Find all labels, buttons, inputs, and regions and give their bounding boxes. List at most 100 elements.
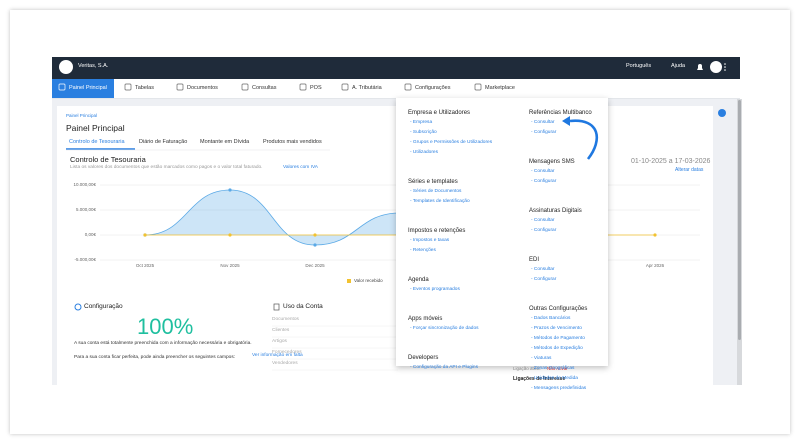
nav-icon [176, 83, 184, 91]
menu-group-title: Impostos e retenções [408, 228, 466, 234]
page-tab[interactable]: Produtos mais vendidos [263, 139, 322, 145]
scroll-thumb[interactable] [738, 100, 741, 340]
y-tick-label: 10.000,00€ [73, 182, 96, 187]
menu-item[interactable]: - Zonas Geográficas [531, 366, 575, 371]
menu-item[interactable]: - Eventos programados [410, 287, 460, 292]
status-value[interactable]: Não Ativar [547, 366, 568, 371]
menu-item[interactable]: - Viaturas [531, 356, 552, 361]
x-tick-label: Apr 2026 [646, 263, 665, 268]
top-bar [52, 57, 740, 79]
status-label: Ligação ativa: [513, 366, 541, 371]
menu-item[interactable]: - Empresa [410, 120, 433, 125]
change-dates[interactable]: Alterar datas [675, 167, 704, 173]
completion-percent: 100% [137, 314, 194, 339]
series-line [144, 189, 401, 246]
menu-item[interactable]: - Dados Bancários [531, 316, 571, 321]
menu-item[interactable]: - Consultar [531, 218, 555, 223]
date-range: 01-10-2025 a 17-03-2026 [631, 158, 711, 165]
menu-item[interactable]: - Retenções [410, 248, 436, 253]
menu-item[interactable]: - Métodos de Pagamento [531, 336, 585, 341]
nav-icon [241, 83, 249, 91]
gear-icon [74, 303, 82, 311]
menu-item[interactable]: - Templates de Identificação [410, 199, 470, 204]
legend-swatch [347, 279, 351, 283]
menu-group-title: Empresa e Utilizadores [408, 110, 471, 116]
y-tick-label: 0,00€ [85, 232, 97, 237]
nav-item[interactable]: Documentos [187, 85, 218, 91]
nav-item[interactable]: Tabelas [135, 85, 154, 91]
panel-title: Configuração [84, 303, 123, 310]
menu-item[interactable]: - Mensagens predefinidas [531, 386, 587, 391]
menu-item[interactable]: - Subscrição [410, 130, 437, 135]
point [313, 233, 317, 237]
panel-title: Uso da Conta [283, 303, 323, 310]
menu-item[interactable]: - Configurar [531, 130, 557, 135]
menu-group-title: Referências Multibanco [529, 110, 592, 116]
menu-item[interactable]: - Configurar [531, 277, 557, 282]
usage-row: Documentos [272, 317, 299, 322]
menu-item[interactable]: - Métodos de Expedição [531, 346, 583, 351]
page-tab[interactable]: Montante em Dívida [200, 139, 250, 145]
nav-item[interactable]: POS [310, 85, 322, 91]
side-badge[interactable] [718, 109, 726, 117]
nav-item[interactable]: Painel Principal [69, 85, 107, 91]
breadcrumb[interactable]: Painel Principal [66, 113, 98, 118]
page-title: Painel Principal [66, 123, 125, 133]
nav-icon [58, 83, 66, 91]
y-tick-label: 5.000,00€ [76, 207, 97, 212]
menu-item[interactable]: - Impostos e taxas [410, 238, 450, 243]
point [228, 233, 232, 237]
nav-item[interactable]: Consultas [252, 85, 277, 91]
page-tab[interactable]: Controlo de Tesouraria [69, 139, 125, 145]
menu-item[interactable]: - Unidades de Medida [531, 376, 578, 381]
menu-item[interactable]: - Configurar [531, 179, 557, 184]
menu-group-title: Mensagens SMS [529, 159, 575, 165]
menu-item[interactable]: - Consultar [531, 120, 555, 125]
section-title: Controlo de Tesouraria [70, 155, 146, 164]
active-tab [52, 79, 114, 98]
x-tick-label: Nov 2025 [220, 263, 240, 268]
menu-group-title: Assinaturas Digitais [529, 208, 582, 214]
menu-item[interactable]: - Configurar [531, 228, 557, 233]
section-note: Lista os valores dos documentos que estã… [70, 165, 263, 170]
usage-row: Fornecedores [272, 350, 302, 355]
menu-group-title: EDI [529, 257, 540, 263]
menu-item[interactable]: - Prazos de Vencimento [531, 326, 582, 331]
config-dropdown: Empresa e Utilizadores - Empresa - Subscri… [396, 98, 608, 391]
y-tick-label: -5.000,00€ [74, 257, 96, 262]
menu-group-title: Developers [408, 355, 439, 361]
nav-item[interactable]: Configurações [415, 85, 451, 91]
bell-icon[interactable] [697, 64, 703, 70]
nav-icon [404, 83, 412, 91]
page-tab[interactable]: Diário de Faturação [139, 139, 188, 145]
menu-item[interactable]: - Consultar [531, 169, 555, 174]
x-tick-label: Dec 2025 [305, 263, 325, 268]
panel-text: Para a sua conta ficar perfeita, pode ai… [74, 355, 236, 360]
point [228, 188, 232, 192]
menu-item[interactable]: - Configuração da API e Plugins [410, 365, 478, 370]
nav-item[interactable]: A. Tributária [352, 85, 382, 91]
menu-item[interactable]: - Forçar sincronização de dados [410, 326, 479, 331]
avatar[interactable] [710, 61, 722, 73]
menu-group-title: Agenda [408, 277, 429, 283]
nav-icon [341, 83, 349, 91]
menu-item[interactable]: - Utilizadores [410, 150, 438, 155]
menu-item[interactable]: - Grupos e Permissões de Utilizadores [410, 140, 493, 145]
nav-item[interactable]: Marketplace [485, 85, 515, 91]
section-link[interactable]: Valores com IVA [283, 165, 319, 170]
usage-icon [273, 303, 280, 311]
menu-group-title: Apps móveis [408, 316, 443, 322]
logo[interactable] [59, 60, 73, 74]
panel-text: A sua conta está totalmente preenchida c… [74, 341, 252, 346]
menu-item[interactable]: - Séries de Documentos [410, 189, 462, 194]
menu-group-title: Séries e templates [408, 179, 458, 185]
usage-row: Vendedores [272, 361, 298, 366]
menu-item[interactable]: - Consultar [531, 267, 555, 272]
help-link[interactable]: Ajuda [671, 63, 686, 69]
language-select[interactable]: Português [626, 63, 652, 69]
usage-row: Artigos [272, 339, 287, 344]
point [313, 243, 317, 247]
missing-info-link[interactable]: Ver informação em falta [252, 353, 303, 358]
company-name[interactable]: Veritas, S.A. [78, 63, 109, 69]
